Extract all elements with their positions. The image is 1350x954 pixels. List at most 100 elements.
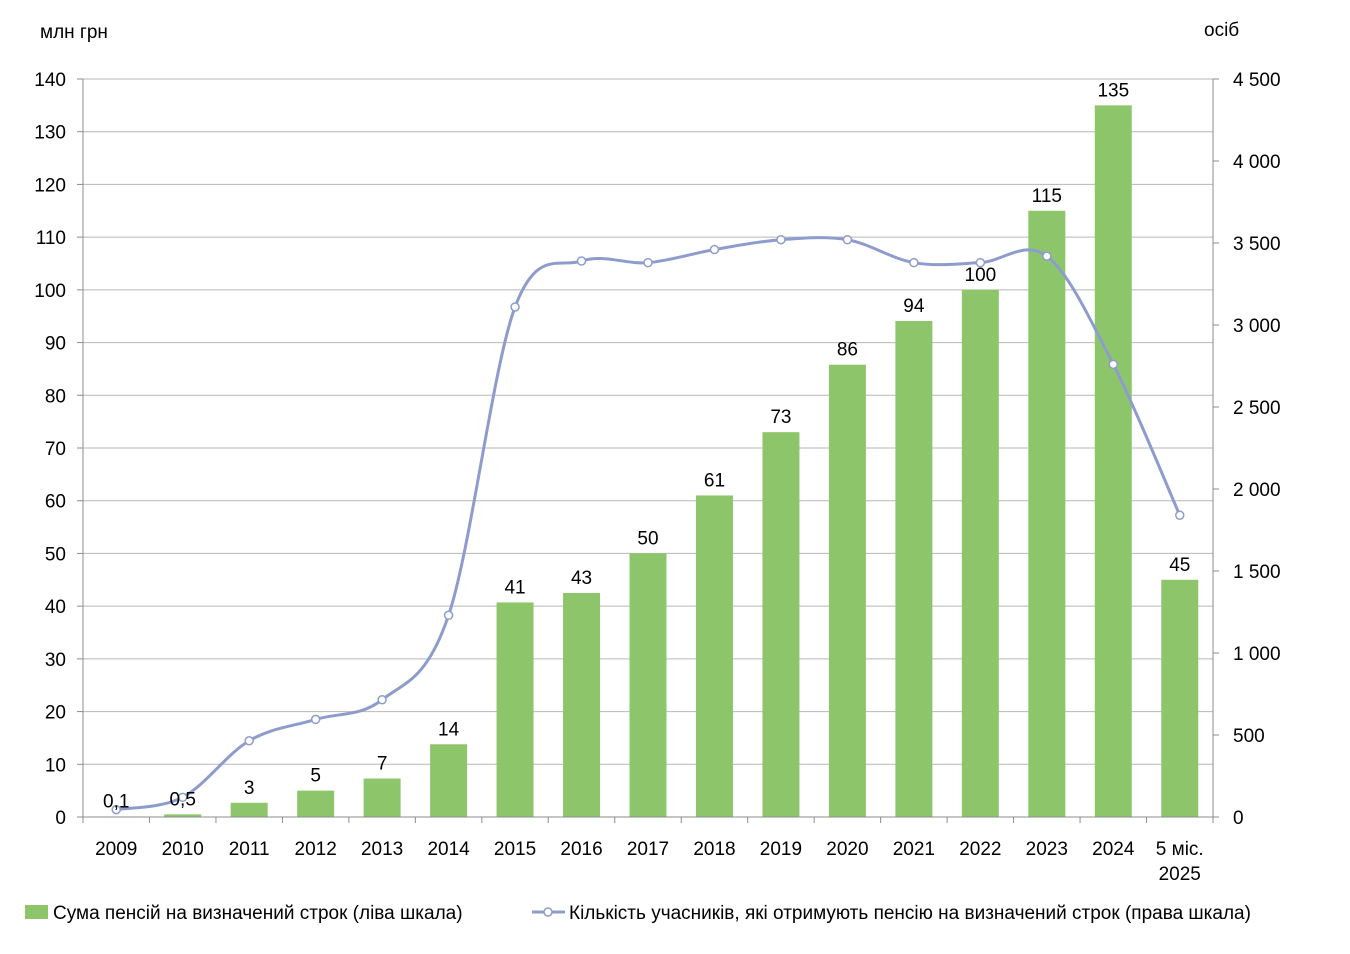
bar-data-label: 14 [438,719,460,740]
legend-label-line: Кількість учасників, які отримують пенсі… [569,903,1251,924]
x-tick-label: 2023 [1026,839,1068,860]
left-tick-label: 140 [34,70,66,91]
line-series [111,234,1185,815]
bar-data-label: 0,5 [169,789,195,810]
line-point [1108,359,1119,370]
left-tick-label: 130 [34,123,66,144]
line-point [709,244,720,255]
bar-data-label: 7 [377,754,388,775]
bar-data-label: 43 [571,568,592,589]
bar [695,495,733,817]
bar-data-label: 5 [310,766,321,787]
legend-swatch-marker [543,907,553,917]
right-axis-unit: осіб [1204,20,1239,41]
line-point [310,714,321,725]
line-point [975,257,986,268]
left-tick-label: 100 [34,281,66,302]
left-tick-label: 80 [45,386,66,407]
right-tick-label: 0 [1233,808,1244,829]
x-tick-label: 2013 [361,839,403,860]
line-point [643,257,653,268]
right-tick-label: 1 500 [1233,562,1281,583]
left-tick-label: 30 [45,650,66,671]
bar [363,778,401,817]
bar [496,602,534,817]
x-tick-label: 2012 [295,839,337,860]
line-point [443,610,454,621]
right-tick-label: 3 500 [1233,234,1281,255]
left-tick-label: 10 [45,755,66,776]
line-point [177,792,188,803]
right-tick-label: 4 500 [1233,70,1281,91]
x-tick-label: 2015 [494,839,536,860]
bar-data-label: 94 [903,296,925,317]
x-tick-label: 2014 [427,839,470,860]
left-axis-unit: млн грн [40,22,108,43]
line-point [1175,510,1185,520]
left-tick-label: 40 [45,597,66,618]
left-tick-label: 20 [45,703,66,724]
right-tick-label: 2 000 [1233,480,1281,501]
bar-data-label: 73 [770,407,791,428]
right-tick-label: 3 000 [1233,316,1281,337]
line-point [776,234,786,245]
bar [961,289,999,817]
x-tick-label: 2010 [162,839,204,860]
bar [762,432,800,817]
right-tick-label: 1 000 [1233,644,1281,665]
bar [629,553,667,817]
line-point [1042,251,1052,261]
bar [1094,105,1132,818]
x-tick-label: 2017 [627,839,669,860]
x-tick-label: 2016 [560,839,602,860]
bar [1028,210,1066,818]
line-point [909,257,919,268]
bar [1161,579,1199,817]
right-tick-label: 4 000 [1233,152,1281,173]
bar [828,364,866,817]
legend-label-bar: Сума пенсій на визначений строк (ліва шк… [53,903,463,924]
bar [895,320,933,817]
axes [77,78,1219,823]
x-tick-label: 2025 [1159,864,1201,885]
line-point [510,302,520,312]
tick-labels: 0 10 20 30 40 50 60 70 80 90 100 110 120 130 140 0 500 1 … [34,70,1280,885]
left-tick-label: 50 [45,544,66,565]
x-tick-label: 2020 [826,839,868,860]
bar-data-label: 0,1 [103,791,129,812]
bar [297,790,335,817]
bar [164,814,202,817]
bar-data-label: 45 [1169,555,1190,576]
data-labels: 0,1 0,5 3 5 7 14 41 43 50 61 73 86 94 100 115 135 45 [103,80,1190,812]
left-tick-label: 90 [45,334,66,355]
line-point [244,735,254,746]
legend: Сума пенсій на визначений строк (ліва шк… [25,903,1251,924]
bar [430,744,468,817]
x-tick-label: 2024 [1092,839,1135,860]
left-tick-label: 70 [45,439,66,460]
bar-data-label: 41 [504,577,525,598]
bar-data-label: 135 [1097,80,1129,101]
left-tick-label: 110 [36,228,66,249]
bar-data-label: 50 [637,528,658,549]
legend-swatch-bar [25,905,48,919]
x-tick-label: 2018 [693,839,735,860]
bar-data-label: 100 [965,265,997,286]
x-tick-label: 2011 [229,839,270,860]
line-point [377,694,387,705]
left-tick-label: 60 [45,492,66,513]
bar-data-label: 61 [704,470,725,491]
line-point [842,234,853,245]
bar-data-label: 86 [837,340,858,361]
right-tick-label: 2 500 [1233,398,1281,419]
bar-series [97,105,1199,818]
x-tick-label: 2019 [760,839,802,860]
line-point [576,256,587,266]
x-tick-label: 5 міс. [1156,839,1204,860]
left-tick-label: 120 [34,175,66,196]
bar-data-label: 115 [1032,186,1062,207]
x-tick-label: 2009 [95,839,137,860]
x-tick-label: 2021 [893,839,935,860]
bar [563,592,601,817]
